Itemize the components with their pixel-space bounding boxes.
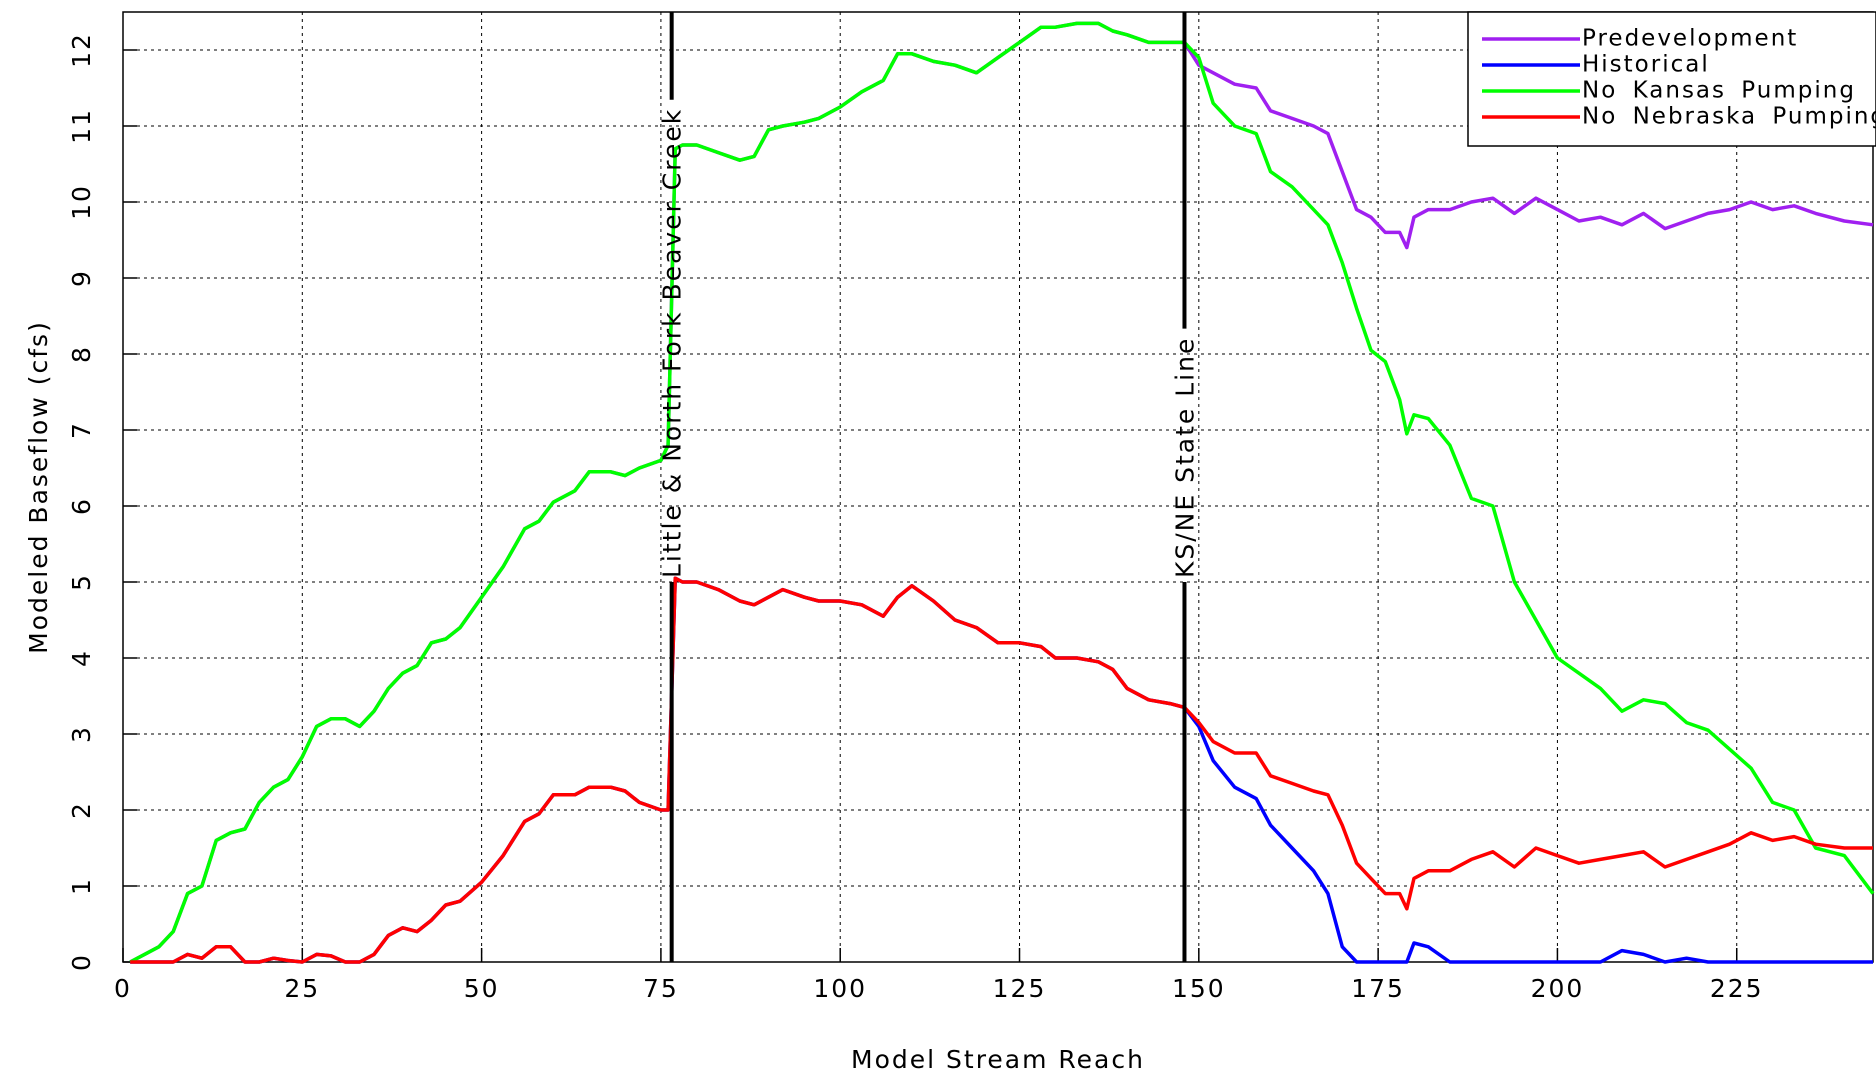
y-tick-label: 11	[67, 108, 96, 144]
legend-label: Predevelopment	[1582, 26, 1798, 52]
x-tick-label: 100	[813, 974, 867, 1003]
x-tick-label: 75	[643, 974, 679, 1003]
y-tick-label: 4	[67, 649, 96, 667]
y-tick-label: 5	[67, 573, 96, 591]
y-tick-label: 3	[67, 725, 96, 743]
series-line	[130, 576, 1873, 964]
y-tick-label: 8	[67, 345, 96, 363]
x-tick-label: 125	[993, 974, 1047, 1003]
y-tick-label: 9	[67, 269, 96, 287]
y-tick-label: 12	[67, 32, 96, 68]
legend-box	[1467, 11, 1876, 147]
x-axis-label: Model Stream Reach	[851, 1045, 1145, 1074]
annotation-text: Little & North Fork Beaver Creek	[658, 108, 687, 578]
y-axis-label: Modeled Baseflow (cfs)	[24, 320, 53, 654]
x-tick-label: 200	[1531, 974, 1585, 1003]
x-tick-label: 25	[284, 974, 320, 1003]
annotation-text: KS/NE State Line	[1170, 337, 1199, 578]
legend-label: Historical	[1582, 52, 1710, 78]
legend-label: No Kansas Pumping	[1582, 78, 1856, 104]
x-tick-label: 50	[464, 974, 500, 1003]
x-tick-label: 0	[114, 974, 132, 1003]
series-line	[129, 21, 1875, 964]
y-tick-label: 6	[67, 497, 96, 515]
x-tick-label: 150	[1172, 974, 1226, 1003]
plot-frame	[122, 11, 1874, 963]
y-tick-label: 2	[67, 801, 96, 819]
y-tick-label: 1	[67, 877, 96, 895]
series-line	[129, 21, 1874, 964]
x-tick-label: 175	[1351, 974, 1405, 1003]
y-tick-label: 10	[67, 184, 96, 220]
x-tick-label: 225	[1710, 974, 1764, 1003]
y-tick-label: 0	[67, 953, 96, 971]
legend-label: No Nebraska Pumping	[1582, 104, 1876, 130]
y-tick-label: 7	[67, 421, 96, 439]
series-line	[130, 576, 1873, 964]
